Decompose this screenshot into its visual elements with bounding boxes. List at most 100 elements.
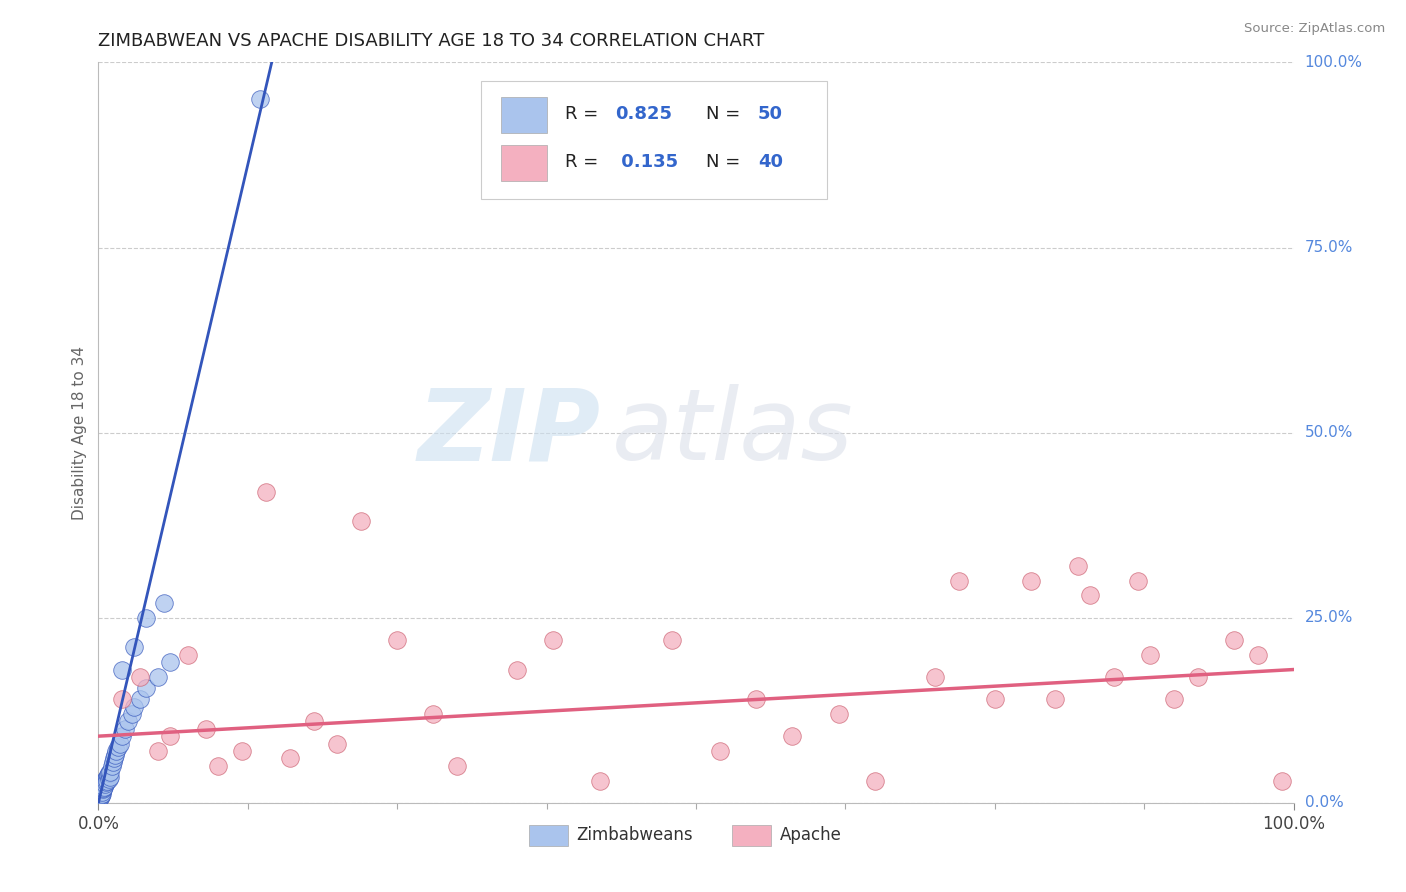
Point [135,681,157,695]
Point [1019,574,1042,588]
Point [350,515,373,529]
Point [103,751,125,765]
Point [89,787,111,801]
Point [111,692,134,706]
Point [422,706,444,721]
Point [129,692,152,706]
Point [114,722,136,736]
Text: Apache: Apache [779,826,842,845]
Point [1043,692,1066,706]
Point [91,780,114,795]
Point [446,758,468,772]
Point [90,787,112,801]
Text: R =: R = [565,105,603,123]
Point [1104,670,1126,684]
Point [1139,648,1161,662]
Point [254,484,277,499]
Point [90,789,112,804]
Point [249,92,271,106]
Point [129,670,152,684]
Point [124,640,146,655]
Point [385,632,409,647]
Point [89,789,111,803]
Point [1247,648,1270,662]
Point [865,773,887,788]
Text: 50: 50 [758,105,783,123]
Point [96,773,118,788]
Point [326,737,349,751]
Point [506,663,529,677]
Bar [501,145,547,181]
Point [117,714,139,729]
Point [709,744,731,758]
Point [91,782,114,797]
Point [195,722,218,736]
Point [984,692,1007,706]
Point [148,670,170,684]
Y-axis label: Disability Age 18 to 34: Disability Age 18 to 34 [72,345,87,520]
Bar [529,825,568,846]
Point [93,775,115,789]
Point [105,744,128,758]
Point [111,729,134,743]
Text: 0.825: 0.825 [614,105,672,123]
Point [91,780,114,794]
Point [302,714,325,729]
Point [97,767,120,781]
Point [1080,589,1102,603]
Point [107,740,129,755]
Point [207,758,229,772]
Point [661,632,683,647]
Point [91,785,114,799]
Point [90,785,112,799]
Point [93,780,115,794]
Point [1067,558,1090,573]
Text: 40: 40 [758,153,783,171]
Point [90,789,112,803]
Point [159,729,181,743]
Point [1128,574,1150,588]
Point [90,782,112,797]
Bar [733,825,772,846]
Point [108,737,131,751]
Text: ZIP: ZIP [418,384,600,481]
Text: N =: N = [706,153,745,171]
Point [1163,692,1185,706]
Point [97,772,120,786]
Point [89,789,111,804]
Text: 0.0%: 0.0% [1305,796,1343,810]
Point [101,755,124,769]
Point [1223,632,1246,647]
Point [93,780,115,795]
Point [278,751,301,765]
Point [589,773,612,788]
Text: atlas: atlas [613,384,853,481]
Bar [501,97,547,133]
Text: ZIMBABWEAN VS APACHE DISABILITY AGE 18 TO 34 CORRELATION CHART: ZIMBABWEAN VS APACHE DISABILITY AGE 18 T… [98,32,765,50]
Point [121,706,143,721]
Point [231,744,253,758]
Point [1271,773,1294,788]
FancyBboxPatch shape [481,81,828,200]
Point [100,758,122,772]
Point [780,729,803,743]
Text: 25.0%: 25.0% [1305,610,1353,625]
Text: 75.0%: 75.0% [1305,240,1353,255]
Point [1187,670,1209,684]
Point [124,699,146,714]
Point [153,596,176,610]
Point [745,692,768,706]
Point [96,770,118,784]
Text: 100.0%: 100.0% [1305,55,1362,70]
Point [948,574,970,588]
Point [98,766,121,780]
Point [93,773,115,788]
Point [828,706,851,721]
Text: Zimbabweans: Zimbabweans [576,826,693,845]
Point [135,610,157,624]
Point [541,632,564,647]
Text: R =: R = [565,153,603,171]
Point [98,770,121,784]
Point [89,791,111,805]
Point [91,777,114,791]
